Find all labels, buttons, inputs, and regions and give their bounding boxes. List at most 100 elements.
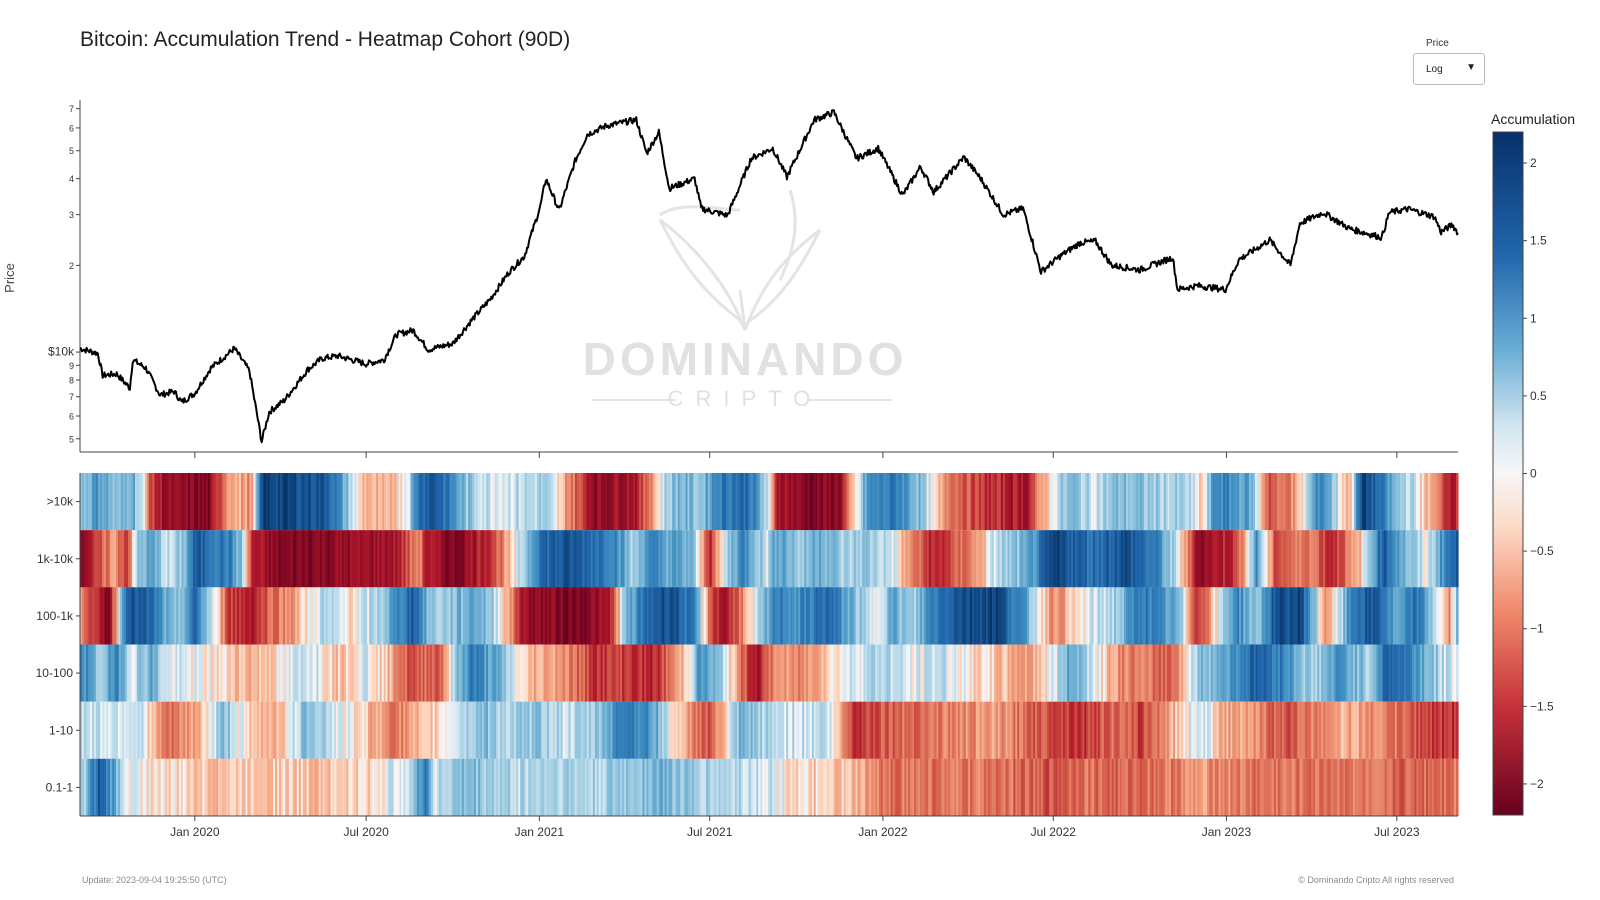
heatmap-cell	[622, 701, 625, 759]
heatmap-cell	[1309, 758, 1312, 816]
heatmap-cell	[1307, 473, 1311, 531]
heatmap-cell	[916, 644, 919, 702]
heatmap-cell	[1376, 644, 1380, 702]
heatmap-cell	[1228, 644, 1231, 702]
heatmap-cell	[387, 701, 391, 759]
heatmap-cell	[989, 530, 993, 588]
heatmap-cell	[1418, 587, 1422, 645]
heatmap-cell	[1133, 530, 1136, 588]
heatmap-cell	[1420, 587, 1424, 645]
heatmap-cell	[1021, 587, 1024, 645]
heatmap-cell	[766, 701, 769, 759]
heatmap-cell	[487, 587, 491, 645]
heatmap-cell	[746, 644, 750, 702]
heatmap-cell	[124, 644, 128, 702]
heatmap-cell	[715, 701, 719, 759]
heatmap-cell	[704, 758, 707, 816]
heatmap-cell	[1349, 701, 1352, 759]
heatmap-cell	[892, 644, 896, 702]
heatmap-cell	[1013, 701, 1016, 759]
heatmap-cell	[874, 473, 878, 531]
heatmap-cell	[527, 587, 530, 645]
heatmap-cell	[87, 473, 91, 531]
heatmap-cell	[1370, 587, 1374, 645]
heatmap-cell	[1309, 473, 1313, 531]
heatmap-cell	[1191, 644, 1194, 702]
heatmap-cell	[302, 644, 306, 702]
cohort-label: >10k	[47, 495, 74, 509]
heatmap-cell	[1234, 530, 1238, 588]
heatmap-cell	[582, 530, 586, 588]
heatmap-cell	[407, 644, 410, 702]
heatmap-cell	[387, 530, 390, 588]
heatmap-cell	[626, 530, 630, 588]
heatmap-cell	[381, 530, 385, 588]
heatmap-cell	[341, 587, 344, 645]
heatmap-cell	[374, 758, 377, 816]
heatmap-cell	[1118, 587, 1121, 645]
heatmap-cell	[1045, 644, 1048, 702]
heatmap-cell	[193, 473, 197, 531]
heatmap-cell	[324, 701, 327, 759]
heatmap-cell	[1333, 587, 1337, 645]
heatmap-cell	[740, 644, 744, 702]
heatmap-cell	[837, 644, 841, 702]
heatmap-cell	[1367, 473, 1371, 531]
heatmap-cell	[1183, 758, 1186, 816]
heatmap-cell	[1143, 701, 1147, 759]
heatmap-cell	[780, 587, 784, 645]
heatmap-cell	[102, 473, 105, 531]
heatmap-cell	[1115, 701, 1119, 759]
heatmap-cell	[1177, 701, 1180, 759]
heatmap-cell	[1331, 473, 1335, 531]
heatmap-cell	[1249, 701, 1253, 759]
chevron-down-icon[interactable]: ▼	[1466, 62, 1476, 73]
heatmap-cell	[1225, 473, 1228, 531]
heatmap-cell	[408, 473, 411, 531]
heatmap-cell	[707, 587, 711, 645]
heatmap-cell	[189, 473, 193, 531]
heatmap-cell	[1410, 701, 1413, 759]
heatmap-cell	[654, 530, 658, 588]
heatmap-cell	[1141, 530, 1144, 588]
heatmap-cell	[780, 644, 784, 702]
heatmap-cell	[1049, 701, 1052, 759]
heatmap-cell	[443, 473, 446, 531]
heatmap-cell	[1122, 587, 1125, 645]
heatmap-cell	[287, 587, 290, 645]
heatmap-cell	[705, 644, 708, 702]
heatmap-cell	[650, 644, 653, 702]
heatmap-cell	[453, 758, 457, 816]
heatmap-cell	[1237, 473, 1240, 531]
price-scale-dropdown[interactable]: Log ▼	[1413, 53, 1485, 85]
heatmap-cell	[1245, 587, 1248, 645]
heatmap-cell	[650, 530, 654, 588]
heatmap-cell	[821, 473, 824, 531]
heatmap-cell	[406, 473, 410, 531]
heatmap-cell	[118, 530, 121, 588]
heatmap-cell	[620, 587, 623, 645]
heatmap-cell	[1407, 530, 1411, 588]
heatmap-cell	[1182, 530, 1185, 588]
heatmap-cell	[610, 587, 613, 645]
heatmap-cell	[418, 701, 422, 759]
heatmap-cell	[1082, 758, 1085, 816]
heatmap-cell	[1169, 587, 1173, 645]
update-timestamp: Update: 2023-09-04 19:25:50 (UTC)	[82, 875, 227, 885]
heatmap-cell	[749, 587, 752, 645]
heatmap-cell	[674, 530, 677, 588]
heatmap-cell	[370, 701, 373, 759]
heatmap-cell	[196, 701, 200, 759]
heatmap-cell	[727, 701, 730, 759]
heatmap-cell	[194, 644, 198, 702]
heatmap-cell	[614, 587, 617, 645]
heatmap-cell	[1027, 758, 1030, 816]
heatmap-cell	[454, 530, 458, 588]
heatmap-cell	[462, 530, 466, 588]
heatmap-cell	[1277, 587, 1281, 645]
heatmap-cell	[724, 587, 728, 645]
heatmap-cell	[310, 530, 313, 588]
heatmap-cell	[1414, 701, 1417, 759]
heatmap-cell	[1029, 473, 1032, 531]
heatmap-cell	[399, 701, 402, 759]
